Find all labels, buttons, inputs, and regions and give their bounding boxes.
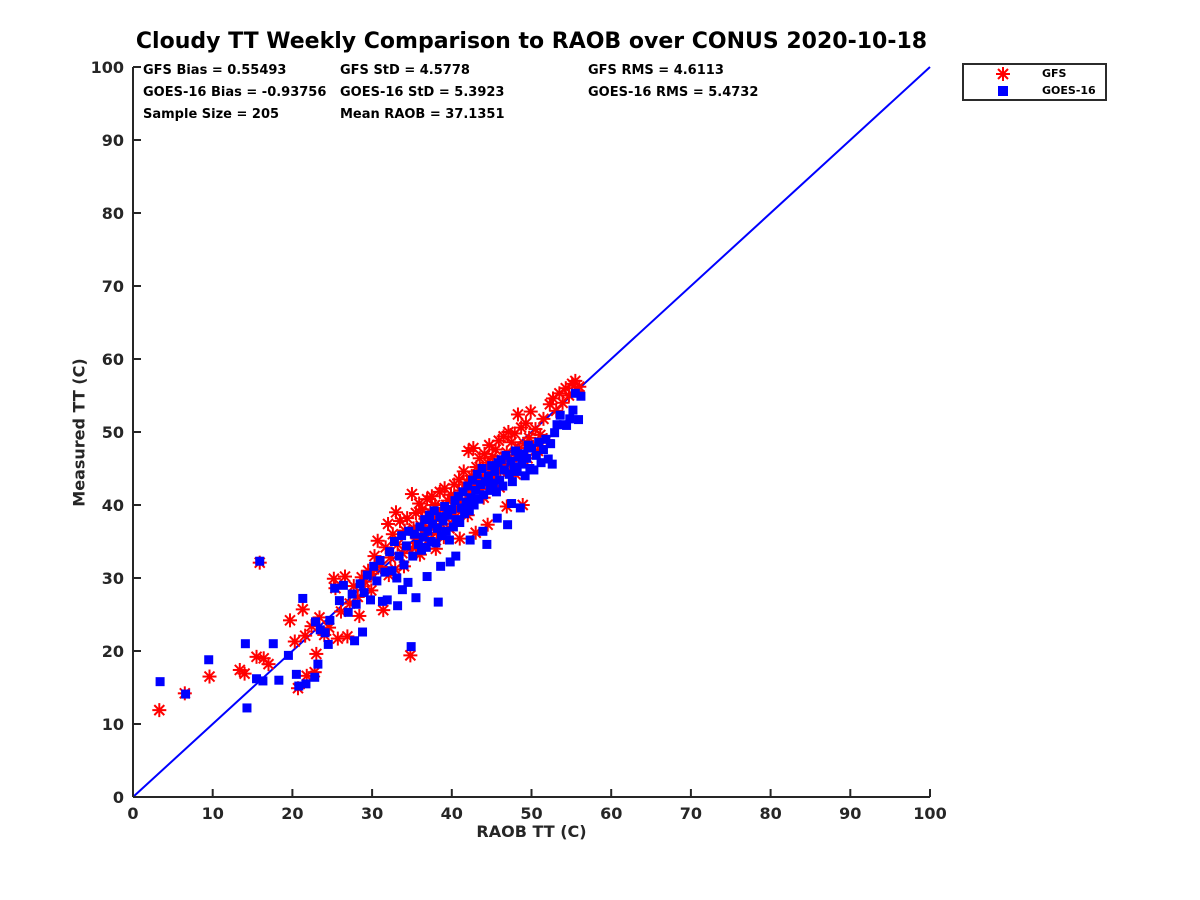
svg-text:20: 20 xyxy=(102,642,124,661)
stat-goes16-bias: GOES-16 Bias = -0.93756 xyxy=(143,85,327,100)
svg-text:10: 10 xyxy=(202,804,224,823)
stats-column-1: GFS Bias = 0.55493 GOES-16 Bias = -0.937… xyxy=(143,60,326,126)
stat-sample-size: Sample Size = 205 xyxy=(143,107,280,122)
legend-box: GFS GOES-16 xyxy=(962,63,1107,101)
x-axis-label: RAOB TT (C) xyxy=(476,822,587,841)
svg-text:40: 40 xyxy=(102,496,124,515)
svg-text:90: 90 xyxy=(102,131,124,150)
svg-text:0: 0 xyxy=(127,804,138,823)
stat-gfs-rms: GFS RMS = 4.6113 xyxy=(588,63,724,78)
svg-text:80: 80 xyxy=(759,804,781,823)
svg-text:50: 50 xyxy=(102,423,124,442)
legend-row-goes16: GOES-16 xyxy=(964,82,1105,99)
legend-label-gfs: GFS xyxy=(1042,67,1067,80)
legend-label-goes16: GOES-16 xyxy=(1042,84,1096,97)
square-marker-icon xyxy=(964,85,1042,97)
svg-text:50: 50 xyxy=(520,804,542,823)
stats-column-3: GFS RMS = 4.6113 GOES-16 RMS = 5.4732 xyxy=(588,60,758,104)
chart-title: Cloudy TT Weekly Comparison to RAOB over… xyxy=(135,29,928,54)
svg-text:30: 30 xyxy=(102,569,124,588)
stat-goes16-rms: GOES-16 RMS = 5.4732 xyxy=(588,85,759,100)
svg-text:10: 10 xyxy=(102,715,124,734)
svg-text:70: 70 xyxy=(680,804,702,823)
legend-row-gfs: GFS xyxy=(964,65,1105,82)
stat-gfs-std: GFS StD = 4.5778 xyxy=(340,63,470,78)
stat-mean-raob: Mean RAOB = 37.1351 xyxy=(340,107,505,122)
svg-text:100: 100 xyxy=(913,804,946,823)
y-axis-label: Measured TT (C) xyxy=(69,358,89,507)
stat-goes16-std: GOES-16 StD = 5.3923 xyxy=(340,85,505,100)
svg-text:40: 40 xyxy=(441,804,463,823)
asterisk-marker-icon xyxy=(964,66,1042,82)
svg-text:20: 20 xyxy=(281,804,303,823)
svg-text:60: 60 xyxy=(102,350,124,369)
svg-text:30: 30 xyxy=(361,804,383,823)
stat-gfs-bias: GFS Bias = 0.55493 xyxy=(143,63,287,78)
svg-text:60: 60 xyxy=(600,804,622,823)
svg-text:70: 70 xyxy=(102,277,124,296)
stats-column-2: GFS StD = 4.5778 GOES-16 StD = 5.3923 Me… xyxy=(340,60,505,126)
svg-text:80: 80 xyxy=(102,204,124,223)
svg-text:0: 0 xyxy=(113,788,124,807)
svg-text:90: 90 xyxy=(839,804,861,823)
svg-text:100: 100 xyxy=(91,58,124,77)
